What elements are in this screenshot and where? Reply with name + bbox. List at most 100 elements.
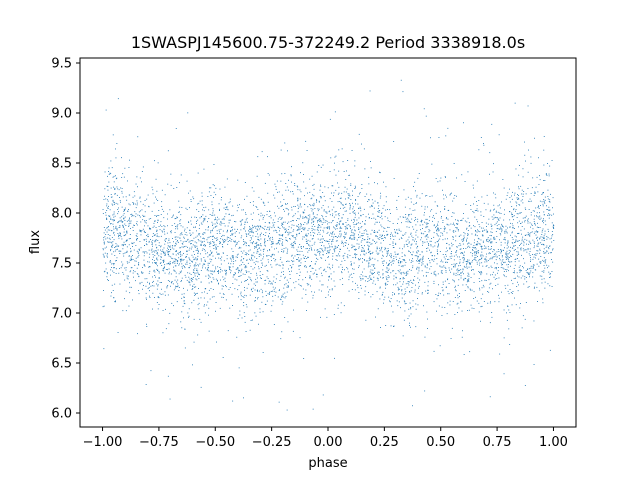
data-point: [114, 193, 116, 195]
data-point: [408, 214, 409, 216]
data-point: [373, 276, 375, 278]
data-points: [102, 79, 555, 411]
data-point: [181, 280, 182, 281]
data-point: [191, 240, 193, 241]
data-point: [350, 230, 352, 232]
data-point: [203, 263, 205, 265]
data-point: [344, 206, 346, 208]
data-point: [189, 259, 191, 261]
data-point: [157, 265, 158, 267]
data-point: [519, 204, 521, 206]
data-point: [522, 275, 524, 277]
data-point: [354, 249, 356, 251]
data-point: [398, 301, 400, 303]
data-point: [499, 217, 501, 219]
data-point: [485, 229, 487, 231]
data-point: [467, 279, 469, 280]
data-point: [488, 279, 490, 281]
data-point: [233, 274, 235, 276]
data-point: [495, 222, 497, 224]
data-point: [408, 226, 410, 228]
data-point: [149, 283, 150, 285]
data-point: [148, 266, 150, 267]
data-point: [230, 270, 232, 272]
data-point: [441, 315, 443, 316]
data-point: [321, 290, 322, 292]
data-point: [473, 269, 474, 271]
data-point: [308, 249, 310, 251]
data-point: [296, 273, 298, 274]
data-point: [221, 296, 223, 298]
data-point: [291, 224, 293, 226]
data-point: [229, 266, 231, 268]
chart-title: 1SWASPJ145600.75-372249.2 Period 3338918…: [131, 33, 525, 52]
data-point: [203, 249, 205, 250]
data-point: [528, 286, 530, 287]
data-point: [518, 204, 520, 205]
data-point: [438, 229, 440, 231]
data-point: [243, 209, 244, 211]
data-point: [385, 287, 386, 289]
data-point: [219, 188, 221, 190]
data-point: [418, 260, 419, 261]
data-point: [283, 250, 285, 252]
data-point: [463, 248, 464, 249]
data-point: [388, 250, 389, 251]
data-point: [410, 222, 412, 223]
data-point: [141, 271, 142, 273]
data-point: [324, 308, 326, 310]
data-point: [245, 242, 247, 244]
data-point: [486, 241, 488, 242]
data-point: [447, 278, 449, 280]
data-point: [107, 256, 108, 258]
data-point: [463, 257, 465, 258]
data-point: [510, 246, 511, 248]
data-point: [191, 254, 193, 256]
data-point: [371, 204, 373, 206]
data-point: [291, 260, 293, 261]
data-point: [106, 210, 108, 211]
data-point: [511, 206, 513, 207]
data-point: [128, 203, 130, 205]
data-point: [304, 258, 306, 259]
data-point: [113, 263, 115, 264]
data-point: [151, 210, 153, 212]
data-point: [240, 291, 242, 293]
data-point: [204, 288, 206, 290]
data-point: [536, 230, 537, 232]
data-point: [470, 263, 471, 265]
data-point: [292, 235, 294, 237]
data-point: [152, 276, 153, 278]
data-point: [196, 242, 198, 244]
data-point: [496, 221, 498, 223]
data-point: [290, 232, 292, 234]
data-point: [318, 208, 320, 210]
data-point: [538, 290, 540, 292]
data-point: [321, 207, 323, 209]
data-point: [257, 290, 259, 292]
data-point: [163, 229, 165, 231]
data-point: [157, 219, 159, 221]
data-point: [493, 249, 495, 251]
data-point: [279, 240, 281, 242]
data-point: [263, 256, 264, 258]
data-point: [233, 240, 235, 242]
data-point: [347, 160, 349, 161]
data-point: [347, 271, 349, 273]
data-point: [185, 207, 187, 209]
data-point: [153, 202, 155, 204]
data-point: [469, 262, 471, 264]
data-point: [356, 239, 358, 241]
data-point: [306, 241, 308, 243]
data-point: [146, 252, 148, 254]
data-point: [501, 291, 502, 293]
data-point: [383, 181, 384, 183]
data-point: [120, 250, 122, 252]
data-point: [211, 259, 213, 261]
data-point: [493, 237, 494, 239]
data-point: [173, 245, 175, 247]
data-point: [349, 195, 351, 197]
data-point: [418, 287, 419, 289]
data-point: [257, 236, 259, 238]
data-point: [432, 259, 434, 261]
